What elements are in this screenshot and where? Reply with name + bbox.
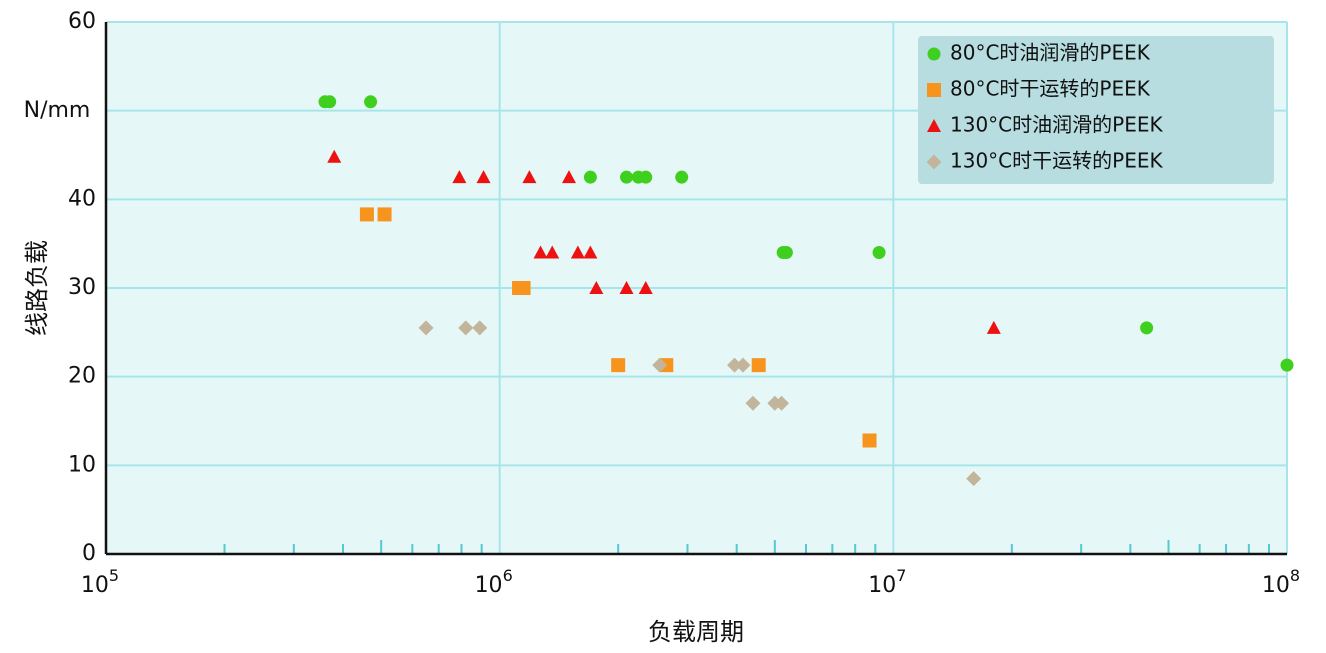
grid	[106, 21, 1288, 554]
y-tick-label: 60	[68, 9, 96, 34]
data-points	[318, 95, 1294, 487]
data-point-series-3	[476, 170, 491, 184]
legend-marker	[927, 119, 941, 132]
data-point-series-1	[1280, 358, 1294, 372]
legend-label: 80°C时干运转的PEEK	[950, 77, 1151, 101]
y-tick-label: 20	[68, 364, 96, 389]
data-point-series-3	[533, 245, 548, 259]
data-point-series-4	[472, 320, 488, 336]
data-point-series-3	[589, 281, 604, 294]
data-point-series-1	[1140, 321, 1154, 335]
y-axis-title: 线路负载	[23, 240, 51, 336]
data-point-series-1	[779, 246, 793, 260]
data-point-series-3	[619, 281, 634, 294]
data-point-series-2	[751, 358, 766, 373]
x-tick-label: 105	[81, 566, 119, 598]
data-point-series-4	[966, 471, 982, 487]
legend-marker	[927, 47, 941, 61]
data-point-series-3	[452, 170, 467, 184]
y-tick-label: 10	[68, 452, 96, 477]
data-point-series-2	[611, 358, 626, 373]
data-point-series-3	[545, 245, 560, 259]
data-point-series-4	[458, 320, 474, 336]
data-point-series-2	[862, 433, 877, 448]
data-point-series-1	[639, 170, 653, 184]
data-point-series-1	[872, 246, 886, 260]
legend-marker	[926, 154, 942, 170]
data-point-series-4	[727, 357, 743, 373]
y-tick-label: 30	[68, 275, 96, 300]
data-point-series-4	[774, 395, 790, 411]
data-point-series-3	[570, 245, 585, 259]
data-point-series-1	[364, 95, 378, 109]
legend: 80°C时油润滑的PEEK 80°C时干运转的PEEK 130°C时油润滑的PEEK…	[918, 36, 1274, 184]
data-point-series-1	[675, 170, 689, 184]
x-tick-label: 106	[475, 566, 513, 598]
legend-label: 130°C时油润滑的PEEK	[950, 113, 1163, 137]
x-tick-label: 107	[868, 566, 906, 598]
legend-box	[918, 36, 1274, 184]
legend-label: 80°C时油润滑的PEEK	[950, 41, 1151, 65]
data-point-series-3	[638, 281, 653, 294]
data-point-series-1	[583, 170, 597, 184]
y-unit-label: N/mm	[24, 98, 91, 123]
legend-label: 130°C时干运转的PEEK	[950, 149, 1163, 173]
data-point-series-4	[418, 320, 434, 336]
legend-marker	[927, 83, 941, 97]
y-tick-labels: 0 10 20 30 40 60	[68, 9, 96, 566]
data-point-series-3	[561, 170, 576, 184]
data-point-series-4	[652, 357, 668, 373]
data-point-series-4	[735, 357, 751, 373]
x-axis-title: 负载周期	[648, 618, 744, 646]
y-tick-label: 40	[68, 186, 96, 211]
data-point-series-2	[516, 281, 531, 295]
x-minor-ticks	[223, 540, 1270, 554]
y-tick-label: 0	[82, 541, 96, 566]
data-point-series-2	[377, 207, 392, 222]
data-point-series-4	[745, 395, 761, 411]
data-point-series-1	[620, 170, 634, 184]
data-point-series-2	[359, 207, 374, 222]
x-tick-labels: 105 106 107 108	[81, 566, 1300, 598]
data-point-series-1	[323, 95, 337, 109]
data-point-series-3	[986, 320, 1001, 334]
data-point-series-3	[327, 149, 342, 163]
x-tick-label: 108	[1262, 566, 1300, 598]
data-point-series-3	[583, 245, 598, 259]
data-point-series-3	[522, 170, 537, 184]
